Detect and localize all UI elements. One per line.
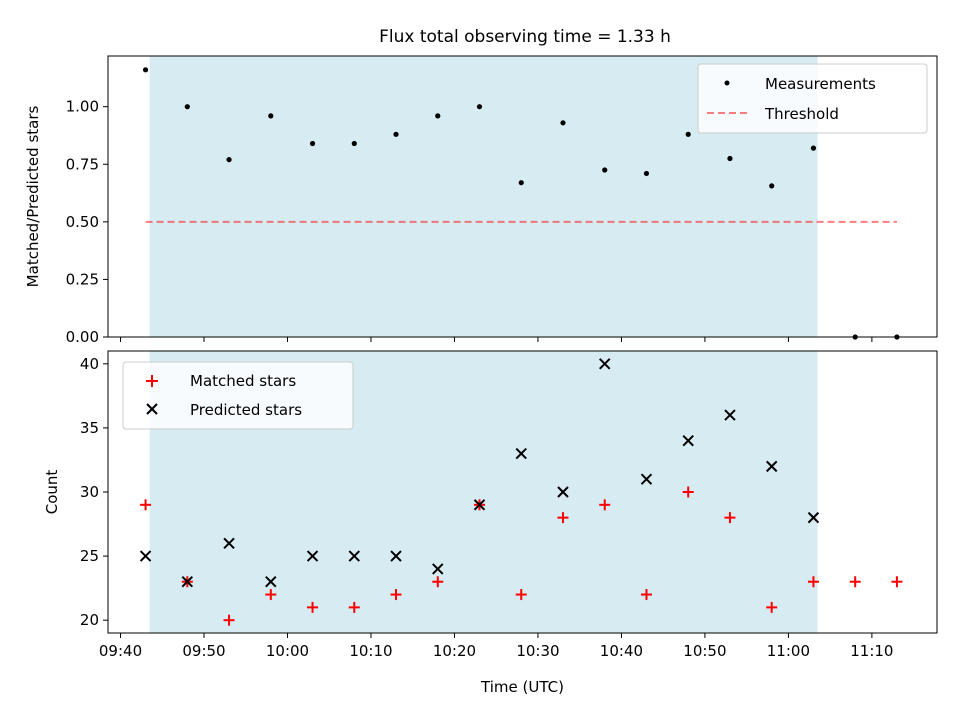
matched-star-point <box>849 576 861 588</box>
chart-title: Flux total observing time = 1.33 h <box>379 27 671 47</box>
y-tick-label: 0.00 <box>66 328 99 346</box>
x-tick-label: 09:40 <box>99 642 142 660</box>
y-tick-label: 0.75 <box>66 155 99 173</box>
predicted-star-point <box>348 550 360 562</box>
predicted-star-point <box>181 576 194 588</box>
count-axes-frame <box>107 350 938 634</box>
measurement-point <box>518 180 524 186</box>
ratio-panel: 0.00 0.25 0.50 0.75 1.00 Matched/Predicted s… <box>24 55 938 346</box>
matched-star-point <box>515 589 527 601</box>
matched-star-point <box>348 601 360 613</box>
measurement-point <box>685 131 691 137</box>
ratio-legend: Measurements Threshold <box>697 63 928 134</box>
measurement-point <box>184 104 190 110</box>
measurement-point <box>226 157 232 163</box>
matched-star-point <box>390 589 402 601</box>
measurement-point <box>810 145 817 151</box>
predicted-star-point <box>139 550 152 562</box>
matched-star-point <box>432 576 444 588</box>
legend-measurements-marker <box>724 80 730 86</box>
count-y-axis-label: Count <box>43 470 61 515</box>
x-axis-label: Time (UTC) <box>480 678 564 696</box>
predicted-star-point <box>765 460 778 473</box>
legend-matched-label: Matched stars <box>190 372 296 390</box>
matched-star-point <box>766 601 778 613</box>
measurement-point <box>142 67 149 73</box>
measurement-points <box>142 67 900 340</box>
predicted-star-point <box>306 550 319 562</box>
measurement-point <box>769 183 775 189</box>
measurement-point <box>602 167 608 173</box>
measurement-point <box>309 140 316 147</box>
predicted-star-point <box>724 409 736 421</box>
x-tick-label: 10:00 <box>266 642 309 660</box>
measurement-point <box>643 170 650 177</box>
x-tick-label: 10:50 <box>683 642 726 660</box>
predicted-star-point <box>682 435 694 447</box>
measurement-point <box>435 113 441 119</box>
legend-matched-marker <box>146 375 158 387</box>
legend-measurements-label: Measurements <box>765 75 876 93</box>
ratio-y-ticks: 0.00 0.25 0.50 0.75 1.00 <box>66 98 108 346</box>
ratio-x-ticks <box>120 337 873 342</box>
y-tick-label: 25 <box>80 547 99 565</box>
y-tick-label: 35 <box>80 419 99 437</box>
count-legend: Matched stars Predicted stars <box>122 361 354 430</box>
y-tick-label: 0.50 <box>66 213 99 231</box>
legend-predicted-marker <box>146 403 158 415</box>
matched-star-point <box>307 601 319 613</box>
measurement-point <box>476 104 483 110</box>
matched-star-point <box>640 589 652 601</box>
matched-star-point <box>140 499 152 511</box>
predicted-star-point <box>807 511 820 524</box>
x-tick-label: 10:30 <box>516 642 559 660</box>
ratio-axes-frame <box>107 55 938 338</box>
y-tick-label: 30 <box>80 483 99 501</box>
count-legend-box <box>122 361 354 430</box>
matched-star-point <box>265 589 277 601</box>
x-tick-label: 10:10 <box>349 642 392 660</box>
predicted-star-point <box>515 447 527 460</box>
predicted-star-point <box>473 499 486 511</box>
measurement-point <box>351 140 357 147</box>
predicted-star-point <box>265 576 277 588</box>
predicted-star-point <box>390 550 402 562</box>
y-tick-label: 1.00 <box>66 98 99 116</box>
legend-predicted-label: Predicted stars <box>190 401 302 419</box>
measurement-point <box>268 113 274 119</box>
predicted-star-point <box>599 358 611 370</box>
predicted-star-point <box>640 473 653 485</box>
ratio-legend-box <box>697 63 928 134</box>
predicted-star-point <box>432 563 444 575</box>
matched-star-point <box>682 486 694 498</box>
matched-star-point <box>223 614 235 626</box>
x-tick-label: 10:40 <box>600 642 643 660</box>
counts-panel: 20 25 30 35 40 09:40 09:50 10:00 10:10 10:20 10:3… <box>43 350 938 696</box>
predicted-star-point <box>557 486 569 498</box>
x-tick-label: 10:20 <box>433 642 476 660</box>
matched-star-point <box>891 576 903 588</box>
matched-star-point <box>724 512 736 524</box>
y-tick-label: 40 <box>80 355 99 373</box>
matched-star-point <box>599 499 611 511</box>
legend-threshold-label: Threshold <box>764 105 839 123</box>
measurement-point <box>727 155 733 162</box>
y-tick-label: 20 <box>80 611 99 629</box>
count-points <box>139 358 903 626</box>
count-x-ticks: 09:40 09:50 10:00 10:10 10:20 10:30 10:40 10:50… <box>99 633 893 660</box>
matched-star-point <box>807 576 819 588</box>
count-y-ticks: 20 25 30 35 40 <box>80 355 108 629</box>
ratio-y-axis-label: Matched/Predicted stars <box>24 106 42 288</box>
y-tick-label: 0.25 <box>66 270 99 288</box>
predicted-star-point <box>223 537 235 549</box>
x-tick-label: 11:00 <box>767 642 810 660</box>
matched-star-point <box>557 512 569 524</box>
measurement-point <box>393 131 399 137</box>
measurement-point <box>560 120 566 126</box>
x-tick-label: 11:10 <box>850 642 893 660</box>
x-tick-label: 09:50 <box>182 642 225 660</box>
